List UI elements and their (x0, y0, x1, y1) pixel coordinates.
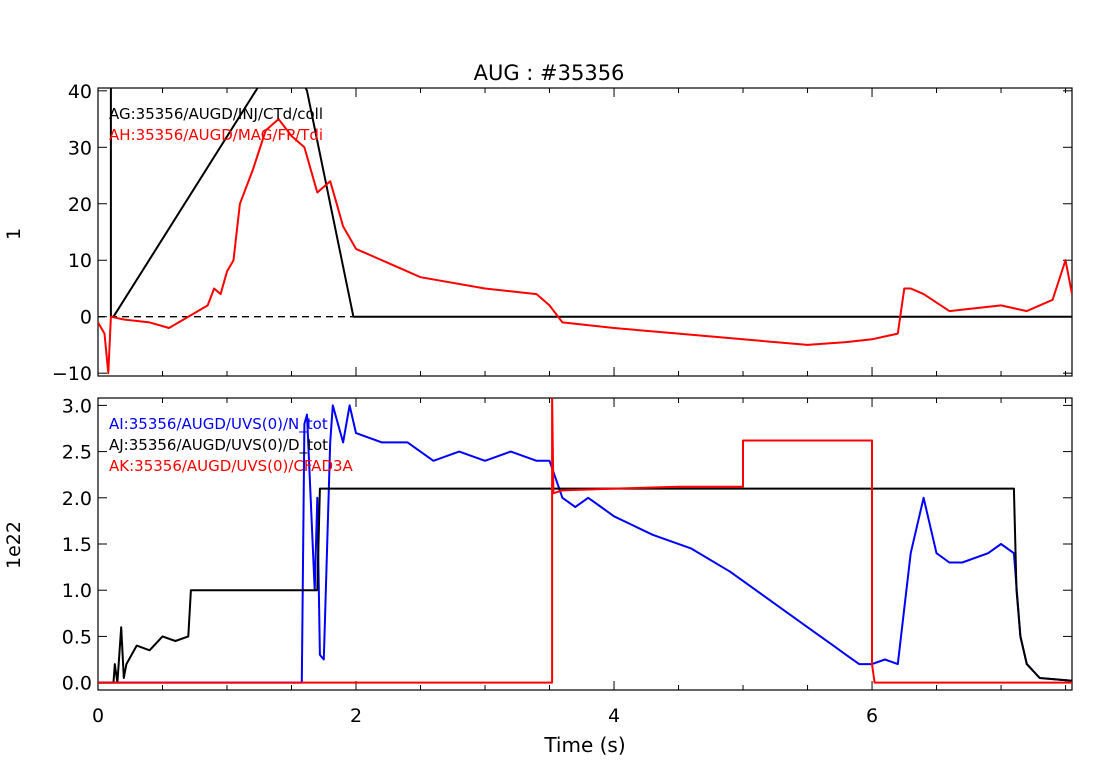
top-legend-entry-1: AG:35356/AUGD/INJ/CTd/coll (109, 105, 323, 123)
bottom-legend-entry-1: AI:35356/AUGD/UVS(0)/N_tot (109, 415, 328, 434)
bottom-series-line-3 (98, 398, 1072, 684)
top-panel-frame (97, 87, 1073, 377)
bottom-legend-entry-3: AK:35356/AUGD/UVS(0)/CFAD3A (109, 457, 354, 475)
top-y-tick-label: −10 (52, 363, 92, 385)
bottom-y-tick-label: 0.5 (62, 626, 92, 648)
top-y-tick-label: 0 (80, 307, 92, 329)
x-tick-label: 4 (608, 705, 620, 727)
x-tick-label: 6 (866, 705, 878, 727)
bottom-y-tick-label: 0.0 (62, 673, 92, 695)
top-series-line-2 (98, 118, 1072, 375)
x-tick-label: 0 (92, 705, 104, 727)
bottom-y-tick-label: 1.5 (62, 534, 92, 556)
bottom-legend-entry-2: AJ:35356/AUGD/UVS(0)/D_tot (109, 436, 328, 455)
bottom-y-tick-label: 3.0 (62, 395, 92, 417)
top-y-tick-label: 20 (68, 194, 92, 216)
bottom-panel-y-axis-label: 1e22 (3, 521, 25, 569)
x-axis-label: Time (s) (543, 733, 625, 757)
x-tick-label: 2 (350, 705, 362, 727)
chart-title: AUG : #35356 (474, 61, 625, 85)
top-legend-entry-2: AH:35356/AUGD/MAG/FP/Tdi (109, 126, 323, 144)
bottom-series-line-1 (98, 404, 1072, 684)
top-panel-y-axis-label: 1 (3, 228, 25, 240)
bottom-series-line-2 (98, 487, 1072, 684)
top-y-tick-label: 40 (68, 81, 92, 103)
bottom-y-tick-label: 2.0 (62, 488, 92, 510)
top-y-tick-label: 10 (68, 250, 92, 272)
plot-area: −10010203040AG:35356/AUGD/INJ/CTd/collAH… (52, 81, 1073, 727)
bottom-y-tick-label: 1.0 (62, 580, 92, 602)
top-series-line-1 (109, 88, 1072, 318)
bottom-y-tick-label: 2.5 (62, 442, 92, 464)
top-y-tick-label: 30 (68, 137, 92, 159)
